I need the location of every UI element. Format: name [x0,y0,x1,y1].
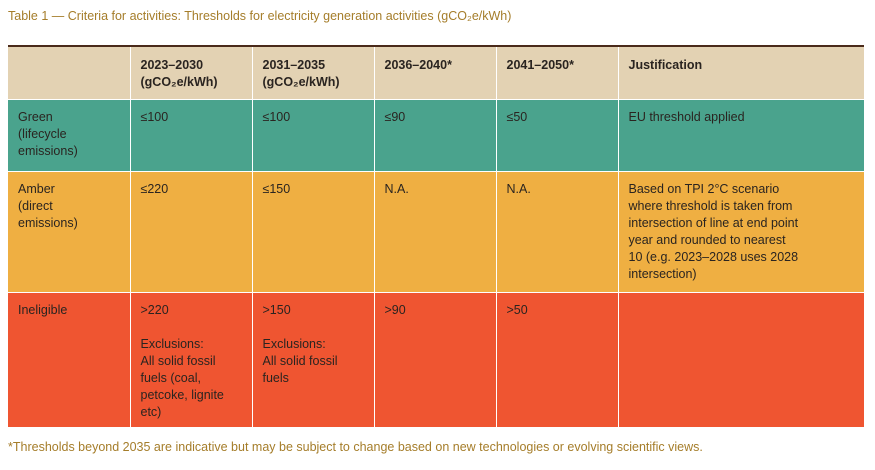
cell-green-2023-2030: ≤100 [130,99,253,172]
label-line: emissions) [18,215,78,230]
exclusions-line: etc) [140,404,162,419]
row-label-amber: Amber (direct emissions) [8,171,131,293]
justification-line: intersection of line at end point [628,215,799,230]
table-header-row: 2023–2030 (gCO₂e/kWh) 2031–2035 (gCO₂e/k… [8,46,864,100]
label-line: (direct [18,198,53,213]
thresholds-table: 2023–2030 (gCO₂e/kWh) 2031–2035 (gCO₂e/k… [8,45,864,428]
header-justification: Justification [618,46,864,100]
cell-value: >220 [140,302,169,317]
cell-green-justification: EU threshold applied [618,99,864,172]
exclusions-line: fuels [262,370,289,385]
cell-amber-2031-2035: ≤150 [252,171,375,293]
header-2031-2035-years: 2031–2035 [262,58,326,72]
justification-line: 10 (e.g. 2023–2028 uses 2028 [628,249,799,264]
table-row-amber: Amber (direct emissions) ≤220 ≤150 N.A. … [8,171,864,293]
cell-amber-2036-2040: N.A. [374,171,497,293]
row-label-green: Green (lifecycle emissions) [8,99,131,172]
exclusions-line: All solid fossil [262,353,338,368]
row-label-ineligible: Ineligible [8,292,131,428]
table-row-ineligible: Ineligible >220 Exclusions: All solid fo… [8,292,864,428]
cell-green-2041-2050: ≤50 [496,99,619,172]
exclusions-title: Exclusions: [140,336,204,351]
cell-ineligible-2023-2030: >220 Exclusions: All solid fossil fuels … [130,292,253,428]
cell-amber-justification: Based on TPI 2°C scenario where threshol… [618,171,864,293]
header-2036-2040: 2036–2040* [374,46,497,100]
justification-line: intersection) [628,266,697,281]
exclusions-line: All solid fossil [140,353,216,368]
cell-green-2031-2035: ≤100 [252,99,375,172]
exclusions-line: petcoke, lignite [140,387,224,402]
justification-line: Based on TPI 2°C scenario [628,181,780,196]
table-row-green: Green (lifecycle emissions) ≤100 ≤100 ≤9… [8,99,864,172]
spacer [263,319,366,336]
header-category [8,46,131,100]
label-line: Green [18,109,53,124]
cell-value: >150 [262,302,291,317]
exclusions-title: Exclusions: [262,336,326,351]
cell-ineligible-2041-2050: >50 [496,292,619,428]
cell-ineligible-2031-2035: >150 Exclusions: All solid fossil fuels [252,292,375,428]
exclusions-line: fuels (coal, [140,370,201,385]
cell-amber-2023-2030: ≤220 [130,171,253,293]
header-2023-2030: 2023–2030 (gCO₂e/kWh) [130,46,253,100]
table-caption: Table 1 — Criteria for activities: Thres… [8,9,512,23]
table-footnote: *Thresholds beyond 2035 are indicative b… [8,440,703,454]
header-2031-2035: 2031–2035 (gCO₂e/kWh) [252,46,375,100]
label-line: emissions) [18,143,78,158]
header-2041-2050: 2041–2050* [496,46,619,100]
cell-ineligible-justification [618,292,864,428]
header-2031-2035-unit: (gCO₂e/kWh) [262,75,340,89]
cell-amber-2041-2050: N.A. [496,171,619,293]
spacer [141,319,244,336]
label-line: (lifecycle [18,126,67,141]
justification-line: where threshold is taken from [628,198,793,213]
header-2023-2030-years: 2023–2030 [140,58,204,72]
cell-green-2036-2040: ≤90 [374,99,497,172]
justification-line: year and rounded to nearest [628,232,786,247]
cell-ineligible-2036-2040: >90 [374,292,497,428]
label-line: Amber [18,181,55,196]
header-2023-2030-unit: (gCO₂e/kWh) [140,75,218,89]
